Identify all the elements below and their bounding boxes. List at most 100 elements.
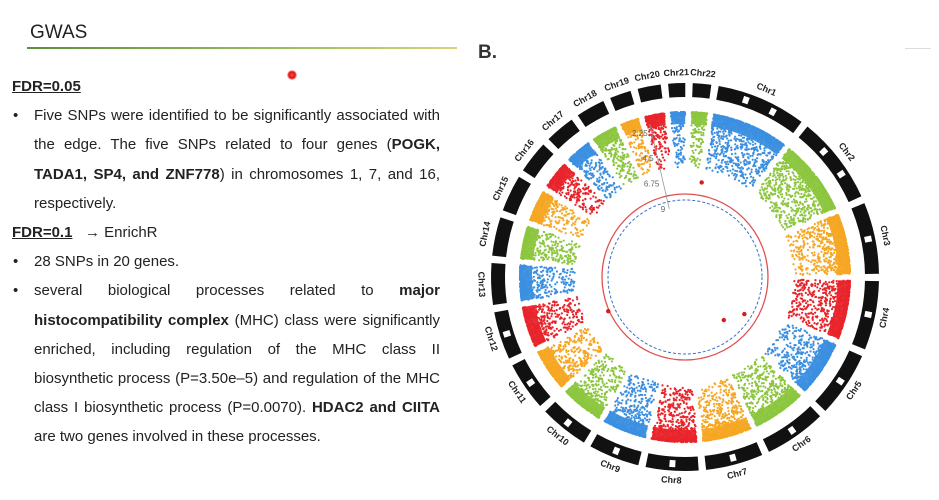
snp-point [825, 257, 828, 260]
snp-point [820, 266, 823, 269]
snp-point [806, 254, 809, 257]
snp-point [801, 308, 805, 311]
snp-point [747, 141, 750, 144]
snp-point [757, 365, 760, 368]
snp-point [741, 175, 745, 178]
snp-point [801, 273, 804, 277]
snp-point [778, 172, 781, 175]
snp-point [812, 246, 815, 249]
snp-point [821, 212, 824, 215]
snp-point [791, 347, 794, 350]
snp-point [788, 310, 792, 313]
snp-point [789, 224, 793, 228]
snp-point [794, 268, 797, 271]
snp-point [746, 387, 749, 390]
snp-point [759, 153, 762, 156]
snp-point [787, 166, 790, 169]
snp-point [801, 230, 805, 233]
snp-point [735, 137, 739, 140]
snp-point [817, 230, 820, 233]
snp-point [792, 326, 795, 330]
snp-point [722, 167, 725, 171]
snp-point [798, 235, 801, 238]
snp-point [794, 297, 798, 300]
snp-point [778, 362, 781, 365]
snp-point [730, 132, 733, 135]
snp-point [817, 289, 820, 292]
snp-point [718, 143, 721, 146]
snp-point [797, 339, 801, 342]
snp-point [817, 269, 820, 272]
snp-point [752, 393, 755, 396]
snp-point [757, 389, 761, 392]
snp-point [783, 338, 786, 341]
snp-point [806, 228, 809, 231]
snp-point [828, 238, 831, 241]
snp-point [816, 286, 819, 289]
snp-point [800, 343, 803, 346]
snp-point [808, 246, 811, 249]
snp-point [743, 367, 746, 370]
snp-point [815, 272, 818, 275]
snp-point [811, 231, 815, 234]
snp-point [828, 291, 831, 294]
snp-point [782, 334, 785, 337]
snp-point [716, 127, 719, 130]
snp-point [772, 375, 775, 378]
snp-point [796, 230, 800, 233]
snp-point [784, 166, 787, 169]
snp-point [793, 209, 796, 212]
snp-point [787, 384, 790, 388]
snp-point [813, 267, 816, 271]
section-title: GWAS [30, 22, 88, 43]
snp-point [722, 158, 725, 161]
snp-point [803, 318, 806, 321]
snp-point [762, 397, 765, 400]
snp-point [716, 418, 719, 421]
snp-point [774, 176, 777, 179]
snp-point [793, 249, 796, 252]
snp-point [800, 365, 803, 368]
snp-point [761, 158, 764, 162]
snp-point [795, 272, 798, 275]
bullet-28-snps: 28 SNPs in 20 genes. [12, 247, 440, 276]
snp-point [798, 335, 801, 338]
snp-point [780, 361, 783, 364]
snp-point [798, 256, 801, 259]
snp-point [735, 173, 738, 176]
snp-point [800, 196, 803, 199]
snp-point [799, 183, 802, 186]
snp-point [745, 146, 748, 149]
snp-point [742, 156, 745, 159]
snp-point [811, 197, 814, 200]
body-text: FDR=0.05 Five SNPs were identified to be… [12, 72, 440, 452]
snp-point [724, 154, 728, 157]
snp-point [785, 177, 788, 180]
snp-point [760, 170, 764, 173]
snp-point [769, 385, 772, 388]
snp-point [765, 161, 768, 164]
snp-point [740, 166, 743, 169]
snp-point [790, 209, 793, 212]
snp-point [794, 353, 798, 356]
snp-point [765, 392, 768, 395]
snp-point [728, 133, 731, 136]
snp-point [765, 366, 768, 369]
snp-point [769, 370, 773, 373]
chromosome-ring-segment [492, 217, 514, 258]
snp-point [731, 387, 734, 391]
snp-point [724, 150, 727, 153]
snp-point [819, 287, 822, 290]
snp-point [795, 187, 798, 190]
snp-point [708, 152, 711, 155]
snp-point [820, 250, 823, 253]
snp-point [727, 412, 731, 416]
snp-point [749, 142, 752, 145]
snp-point [774, 209, 778, 213]
ring-tick-mark [526, 378, 536, 388]
snp-point [795, 377, 799, 380]
snp-point [762, 197, 765, 200]
snp-point [721, 130, 725, 133]
enrichr-label: EnrichR [104, 224, 158, 242]
snp-point [734, 169, 737, 172]
